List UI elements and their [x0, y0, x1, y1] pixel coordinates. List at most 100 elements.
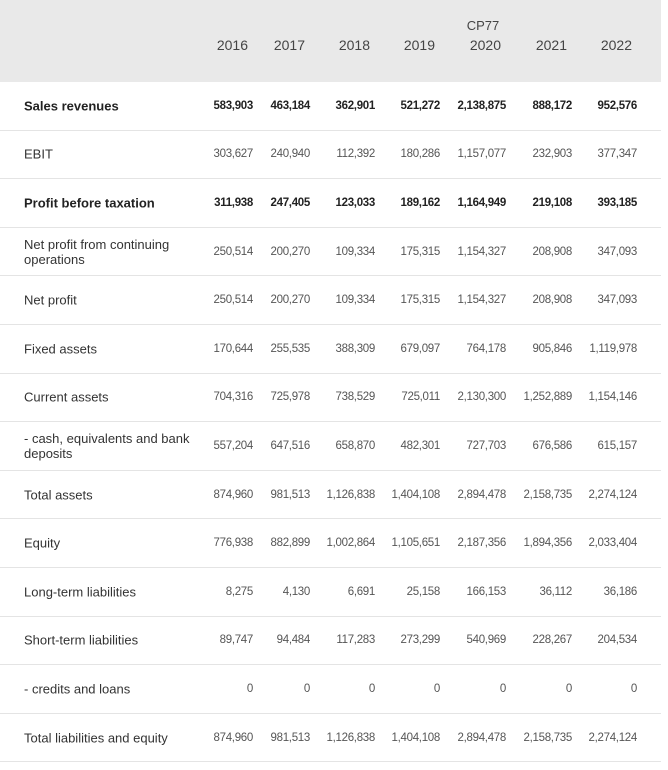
- cell-value: 557,204: [213, 439, 254, 452]
- cell-value: 228,267: [532, 634, 573, 647]
- cell-value: 704,316: [213, 391, 254, 404]
- cell-value: 0: [246, 682, 253, 695]
- cell-value: 388,309: [335, 342, 376, 355]
- row-label: Short-term liabilities: [24, 632, 139, 648]
- row-label: - cash, equivalents and bank deposits: [24, 430, 190, 461]
- cell-value: 109,334: [335, 294, 376, 307]
- cell-value: 2,187,356: [457, 537, 507, 550]
- row-label: Profit before taxation: [24, 195, 155, 211]
- cell-value: 311,938: [214, 196, 253, 209]
- cell-value: 874,960: [213, 731, 254, 744]
- cell-value: 0: [368, 682, 375, 695]
- cell-value: 200,270: [270, 294, 311, 307]
- cell-value: 247,405: [270, 196, 311, 209]
- cell-value: 2,158,735: [523, 488, 573, 501]
- table-header: 2016 2017 2018 2019 2020 2021 2022 CP77: [0, 0, 661, 82]
- table-row: Fixed assets 170,644 255,535 388,309 679,097…: [0, 325, 661, 374]
- cell-value: 1,894,356: [523, 537, 573, 550]
- column-header: 2020: [469, 37, 501, 53]
- cell-value: 1,154,327: [457, 294, 507, 307]
- cell-value: 255,535: [270, 342, 311, 355]
- row-label: - credits and loans: [24, 681, 131, 697]
- cell-value: 166,153: [466, 585, 507, 598]
- cell-value: 952,576: [597, 99, 638, 112]
- cell-value: 4,130: [282, 585, 311, 598]
- column-header: 2021: [535, 37, 567, 53]
- cell-value: 240,940: [270, 148, 311, 161]
- cell-value: 0: [630, 682, 637, 695]
- cell-value: 615,157: [597, 439, 638, 452]
- row-label: Total assets: [24, 487, 93, 503]
- cell-value: 776,938: [213, 537, 254, 550]
- cell-value: 25,158: [406, 585, 441, 598]
- table-row: Total assets 874,960 981,513 1,126,838 1,404…: [0, 471, 661, 520]
- cell-value: 1,154,146: [588, 391, 638, 404]
- cell-value: 377,347: [597, 148, 638, 161]
- cell-value: 2,894,478: [457, 488, 507, 501]
- cell-value: 232,903: [532, 148, 573, 161]
- cell-value: 170,644: [213, 342, 254, 355]
- cell-value: 1,252,889: [523, 391, 573, 404]
- cell-value: 2,138,875: [457, 99, 507, 112]
- table-row: Equity 776,938 882,899 1,002,864 1,105,651 2,…: [0, 519, 661, 568]
- cell-value: 180,286: [400, 148, 441, 161]
- cell-value: 347,093: [597, 294, 638, 307]
- table-row: EBIT 303,627 240,940 112,392 180,286 1,157,07…: [0, 131, 661, 180]
- cell-value: 112,392: [336, 148, 375, 161]
- cell-value: 658,870: [335, 439, 376, 452]
- table-row: - credits and loans 0 0 0 0 0 0 0: [0, 665, 661, 714]
- cell-value: 1,119,978: [589, 342, 637, 355]
- cell-value: 208,908: [532, 245, 573, 258]
- row-label: EBIT: [24, 146, 53, 162]
- row-label: Equity: [24, 535, 61, 551]
- table-row: Net profit 250,514 200,270 109,334 175,315 1,…: [0, 276, 661, 325]
- cell-value: 1,404,108: [391, 488, 441, 501]
- table-row: Net profit from continuing operations 250…: [0, 228, 661, 277]
- cell-value: 0: [433, 682, 440, 695]
- table-row: - cash, equivalents and bank deposits 557…: [0, 422, 661, 471]
- cell-value: 250,514: [213, 294, 254, 307]
- cell-value: 2,033,404: [588, 537, 638, 550]
- cell-value: 1,154,327: [457, 245, 507, 258]
- cell-value: 208,908: [532, 294, 573, 307]
- cell-value: 463,184: [270, 99, 311, 112]
- cell-value: 647,516: [270, 439, 311, 452]
- cell-value: 89,747: [219, 634, 254, 647]
- row-label: Long-term liabilities: [24, 584, 136, 600]
- cell-value: 0: [499, 682, 506, 695]
- cell-value: 1,105,651: [391, 537, 441, 550]
- cell-value: 882,899: [270, 537, 311, 550]
- cell-value: 117,283: [336, 634, 375, 647]
- cell-value: 200,270: [270, 245, 311, 258]
- cell-value: 2,894,478: [457, 731, 507, 744]
- cell-value: 1,126,838: [326, 488, 376, 501]
- cell-value: 888,172: [532, 99, 573, 112]
- row-label: Current assets: [24, 389, 109, 405]
- cell-value: 362,901: [335, 99, 376, 112]
- cell-value: 679,097: [400, 342, 441, 355]
- cell-value: 189,162: [400, 196, 441, 209]
- cell-value: 36,112: [539, 585, 572, 598]
- column-header: 2017: [273, 37, 305, 53]
- cell-value: 219,108: [532, 196, 573, 209]
- row-label: Fixed assets: [24, 341, 97, 357]
- cell-value: 347,093: [597, 245, 638, 258]
- cell-value: 676,586: [532, 439, 573, 452]
- cell-value: 109,334: [335, 245, 376, 258]
- table-row: Total liabilities and equity 874,960 981,5…: [0, 714, 661, 763]
- cell-value: 2,158,735: [523, 731, 573, 744]
- cell-value: 36,186: [603, 585, 638, 598]
- cell-value: 2,130,300: [457, 391, 507, 404]
- cell-value: 1,157,077: [457, 148, 507, 161]
- table-row: Profit before taxation 311,938 247,405 123,…: [0, 179, 661, 228]
- row-label: Sales revenues: [24, 98, 119, 114]
- table-row: Long-term liabilities 8,275 4,130 6,691 25,1…: [0, 568, 661, 617]
- cell-value: 0: [303, 682, 310, 695]
- cell-value: 1,002,864: [326, 537, 376, 550]
- cell-value: 764,178: [466, 342, 507, 355]
- cell-value: 540,969: [466, 634, 507, 647]
- cell-value: 725,011: [401, 391, 440, 404]
- table-row: Current assets 704,316 725,978 738,529 725,0…: [0, 374, 661, 423]
- cell-value: 583,903: [213, 99, 254, 112]
- cell-value: 6,691: [347, 585, 376, 598]
